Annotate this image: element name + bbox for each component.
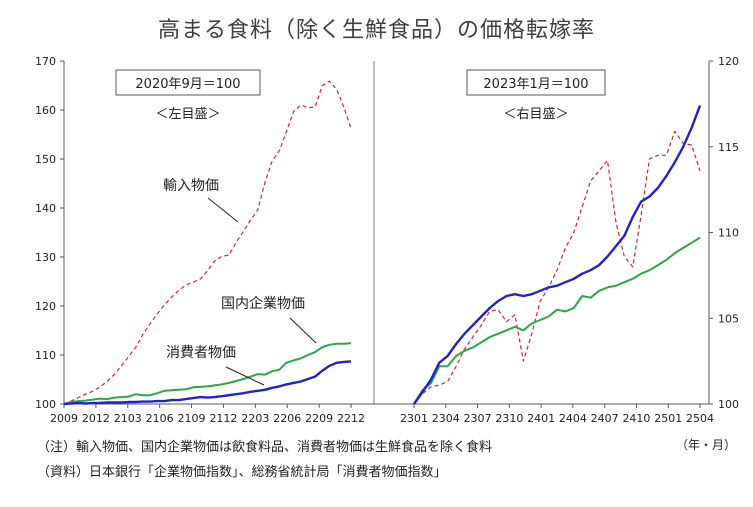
footnote-note: （注）輸入物価、国内企業物価は飲食料品、消費者物価は生鮮食品を除く食料 [37, 440, 493, 455]
right-base-label: 2023年1月＝100 [483, 77, 588, 92]
label-domestic-price: 国内企業物価 [221, 295, 305, 312]
x-tick-label: 2103 [114, 412, 142, 425]
leader-domestic-price [289, 317, 317, 344]
right-y-tick-label: 110 [718, 227, 739, 240]
x-tick-label: 2407 [591, 412, 619, 425]
x-ticks: 2009 2012 2103 2106 2109 2112 2203 2206 2209 2212… [50, 404, 714, 425]
x-tick-label: 2206 [273, 412, 301, 425]
x-tick-label: 2301 [400, 412, 428, 425]
right-series-line [413, 236, 701, 405]
x-tick-label: 2410 [622, 412, 650, 425]
x-tick-label: 2209 [305, 412, 333, 425]
x-tick-label: 2404 [559, 412, 587, 425]
right-y-ticks: 100 105 110 115 120 [709, 55, 739, 411]
left-y-tick-label: 130 [35, 251, 56, 264]
series-group [63, 80, 702, 406]
right-series-line [413, 130, 701, 405]
x-tick-label: 2304 [432, 412, 460, 425]
left-base-label: 2020年9月＝100 [135, 77, 240, 92]
right-y-tick-label: 115 [718, 141, 739, 154]
left-y-tick-label: 150 [35, 153, 56, 166]
left-y-ticks: 100 110 120 130 140 150 160 170 [35, 55, 64, 411]
right-axis-note: ＜右目盛＞ [503, 107, 568, 122]
left-series-line [63, 360, 352, 406]
left-y-tick-label: 110 [35, 349, 56, 362]
right-y-tick-label: 120 [718, 55, 739, 68]
left-base-box [115, 69, 261, 96]
left-series-line [63, 342, 352, 405]
chart-title: 高まる食料（除く生鮮食品）の価格転嫁率 [157, 18, 595, 43]
left-y-tick-label: 170 [35, 55, 56, 68]
left-y-tick-label: 160 [35, 104, 56, 117]
right-y-tick-label: 105 [718, 312, 739, 325]
x-tick-label: 2009 [50, 412, 78, 425]
footnote-source: （資料）日本銀行「企業物価指数」、総務省統計局「消費者物価指数」 [37, 465, 447, 480]
right-series-line [413, 105, 702, 405]
x-tick-label: 2203 [241, 412, 269, 425]
x-tick-label: 2310 [495, 412, 523, 425]
label-consumer-price: 消費者物価 [166, 345, 236, 361]
x-tick-label: 2401 [527, 412, 555, 425]
x-unit-label: （年・月） [676, 438, 737, 452]
x-tick-label: 2012 [82, 412, 110, 425]
label-import-price: 輸入物価 [163, 178, 219, 194]
x-tick-label: 2212 [337, 412, 365, 425]
left-y-tick-label: 100 [35, 398, 56, 411]
x-tick-label: 2106 [146, 412, 174, 425]
left-series-line [63, 80, 352, 405]
x-tick-label: 2112 [209, 412, 237, 425]
left-axis-note: ＜左目盛＞ [155, 107, 220, 122]
left-y-tick-label: 140 [35, 202, 56, 215]
leader-import-price [207, 197, 239, 223]
x-tick-label: 2501 [654, 412, 682, 425]
x-tick-label: 2307 [464, 412, 492, 425]
x-tick-label: 2109 [178, 412, 206, 425]
right-base-box [466, 69, 606, 96]
x-tick-label: 2504 [686, 412, 714, 425]
left-y-tick-label: 120 [35, 300, 56, 313]
leader-consumer-price [225, 366, 265, 386]
right-y-tick-label: 100 [718, 398, 739, 411]
